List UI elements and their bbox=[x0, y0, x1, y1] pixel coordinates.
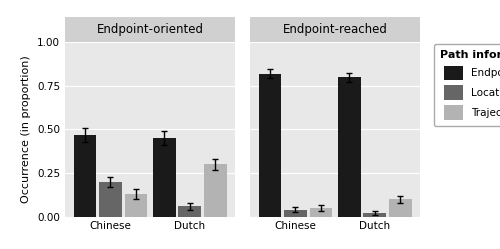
Bar bbox=[124, 194, 147, 217]
Bar bbox=[153, 138, 176, 217]
Legend: Endpoint, Location-only, Trajectory: Endpoint, Location-only, Trajectory bbox=[434, 44, 500, 126]
Bar bbox=[338, 77, 360, 217]
Bar bbox=[310, 208, 332, 217]
Bar bbox=[99, 182, 122, 217]
Y-axis label: Occurrence (in proportion): Occurrence (in proportion) bbox=[22, 56, 32, 203]
Bar bbox=[389, 199, 411, 217]
Bar bbox=[364, 213, 386, 217]
Bar bbox=[284, 210, 306, 217]
Bar bbox=[178, 206, 201, 217]
Text: Endpoint-reached: Endpoint-reached bbox=[282, 23, 388, 36]
Bar bbox=[204, 164, 227, 217]
Text: Endpoint-oriented: Endpoint-oriented bbox=[96, 23, 204, 36]
Bar bbox=[258, 74, 281, 217]
Bar bbox=[74, 135, 96, 217]
